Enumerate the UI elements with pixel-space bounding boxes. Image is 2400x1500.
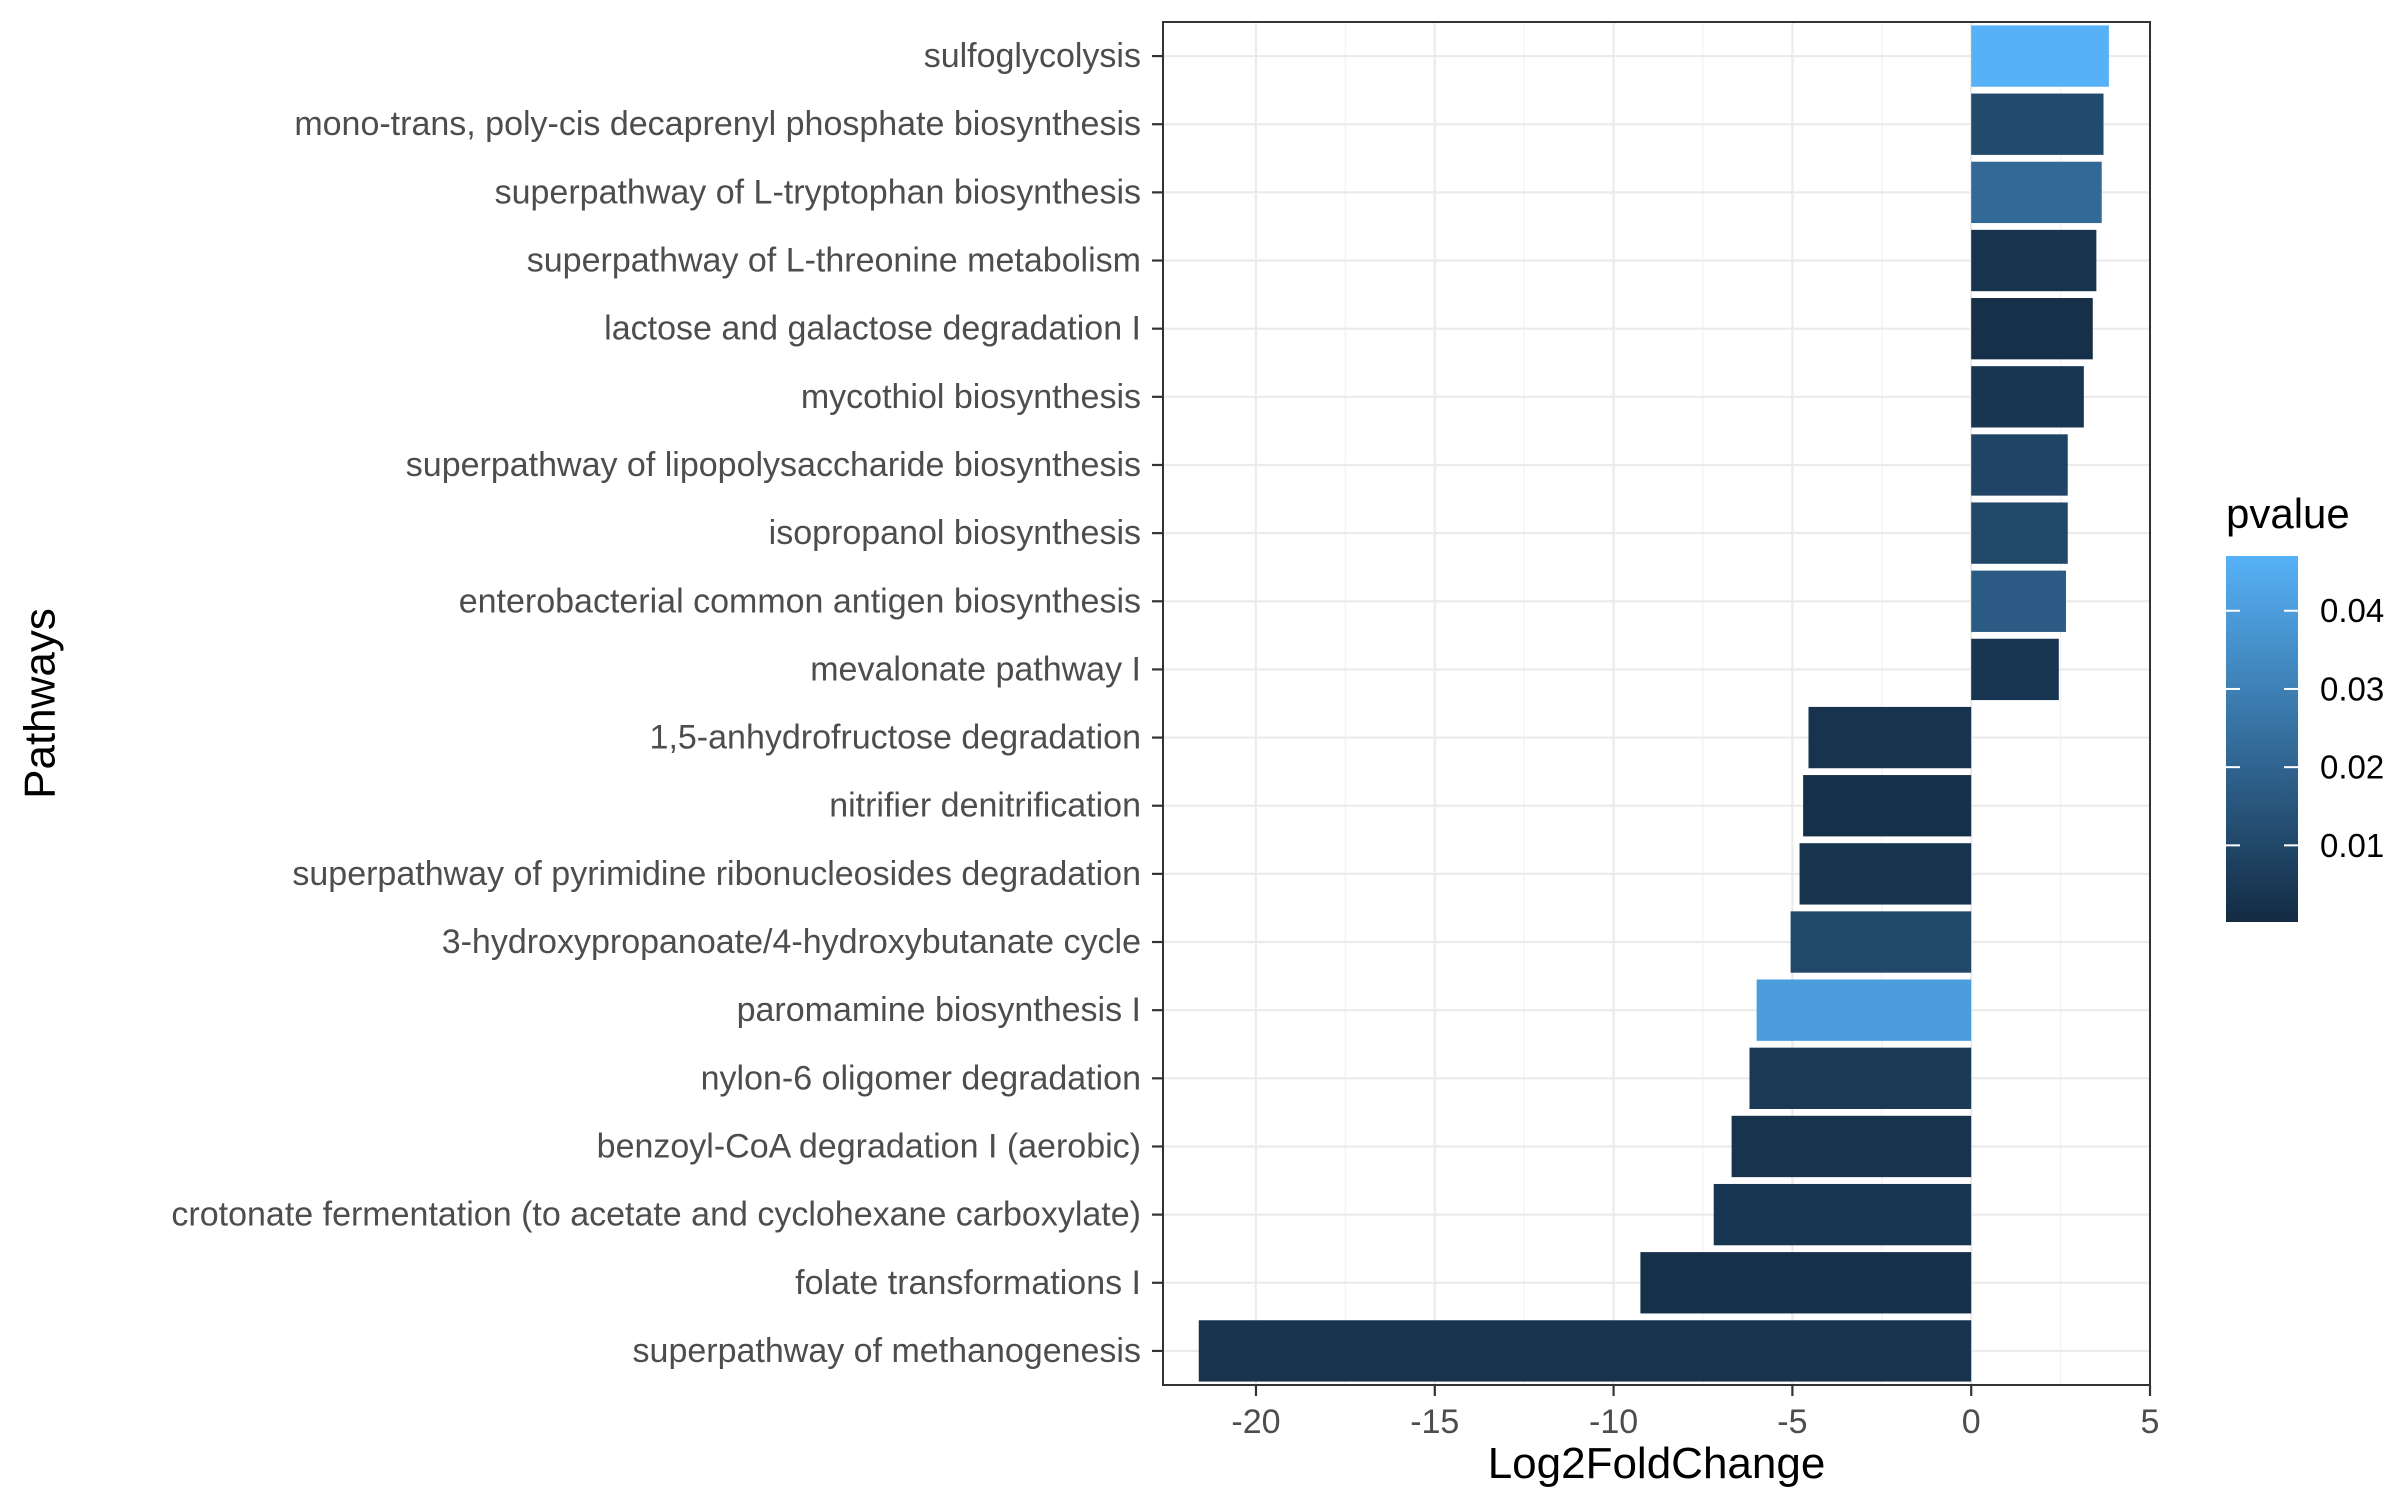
legend-title: pvalue (2226, 490, 2350, 537)
bar (1713, 1183, 1972, 1246)
legend-ticks: 0.01 0.02 0.03 0.04 (2226, 592, 2384, 864)
y-tick-label: sulfoglycolysis (924, 37, 1141, 75)
bar (1971, 434, 2068, 496)
bar (1971, 502, 2068, 564)
y-axis-title: Pathways (16, 608, 65, 799)
bar (1971, 570, 2066, 632)
y-tick-label: mycothiol biosynthesis (801, 378, 1141, 416)
y-tick-label: 1,5-anhydrofructose degradation (650, 719, 1141, 757)
y-tick-label: superpathway of L-threonine metabolism (527, 242, 1141, 280)
bar (1971, 25, 2109, 87)
y-tick-label: lactose and galactose degradation I (604, 310, 1141, 348)
legend-tick-label: 0.03 (2320, 670, 2384, 707)
bar (1756, 979, 1972, 1041)
x-tick-label: -15 (1410, 1403, 1459, 1441)
y-tick-label: superpathway of L-tryptophan biosynthesi… (495, 173, 1141, 211)
legend: pvalue 0.01 0.02 0.03 0.04 (2226, 490, 2384, 922)
y-tick-label: crotonate fermentation (to acetate and c… (171, 1196, 1141, 1234)
bar (1808, 706, 1972, 769)
bar (1971, 638, 2059, 701)
bar (1971, 93, 2104, 155)
bar (1971, 298, 2093, 360)
bar (1803, 775, 1972, 837)
legend-tick-label: 0.01 (2320, 827, 2384, 864)
x-axis-title: Log2FoldChange (1488, 1439, 1826, 1488)
bar (1749, 1047, 1972, 1109)
bar (1640, 1252, 1972, 1314)
legend-colorbar (2226, 556, 2298, 922)
bar (1790, 911, 1972, 973)
legend-tick-label: 0.04 (2320, 592, 2384, 629)
panel-border (1162, 21, 2151, 1386)
y-tick-label: isopropanol biosynthesis (769, 514, 1141, 552)
y-tick-label: superpathway of pyrimidine ribonucleosid… (292, 855, 1141, 893)
y-tick-label: nitrifier denitrification (829, 787, 1141, 825)
bar (1198, 1320, 1972, 1382)
y-tick-label: mono-trans, poly-cis decaprenyl phosphat… (294, 105, 1141, 143)
x-tick-label: 0 (1962, 1403, 1981, 1441)
x-tick-label: -20 (1231, 1403, 1280, 1441)
y-tick-label: enterobacterial common antigen biosynthe… (459, 582, 1141, 620)
panel-background (1163, 22, 2150, 1385)
bar (1799, 843, 1972, 905)
y-tick-label: superpathway of lipopolysaccharide biosy… (406, 446, 1141, 484)
y-tick-label: benzoyl-CoA degradation I (aerobic) (597, 1127, 1141, 1165)
bars (1198, 25, 2109, 1382)
y-tick-label: nylon-6 oligomer degradation (701, 1059, 1141, 1097)
bar (1971, 366, 2084, 428)
legend-tick-label: 0.02 (2320, 749, 2384, 786)
x-tick-label: -10 (1589, 1403, 1638, 1441)
y-tick-label: mevalonate pathway I (810, 650, 1141, 688)
x-axis: -20 -15 -10 -5 0 5 (1231, 1385, 2159, 1441)
y-tick-label: 3-hydroxypropanoate/4-hydroxybutanate cy… (442, 923, 1141, 961)
plot-panel (1163, 22, 2150, 1385)
y-tick-label: superpathway of methanogenesis (633, 1332, 1141, 1370)
y-tick-label: paromamine biosynthesis I (737, 991, 1141, 1029)
bar (1731, 1115, 1972, 1178)
y-axis: sulfoglycolysis mono-trans, poly-cis deca… (171, 37, 1163, 1370)
x-tick-label: -5 (1777, 1403, 1807, 1441)
bar (1971, 161, 2102, 224)
y-tick-label: folate transformations I (795, 1264, 1141, 1302)
x-tick-label: 5 (2141, 1403, 2160, 1441)
bar (1971, 229, 2097, 292)
